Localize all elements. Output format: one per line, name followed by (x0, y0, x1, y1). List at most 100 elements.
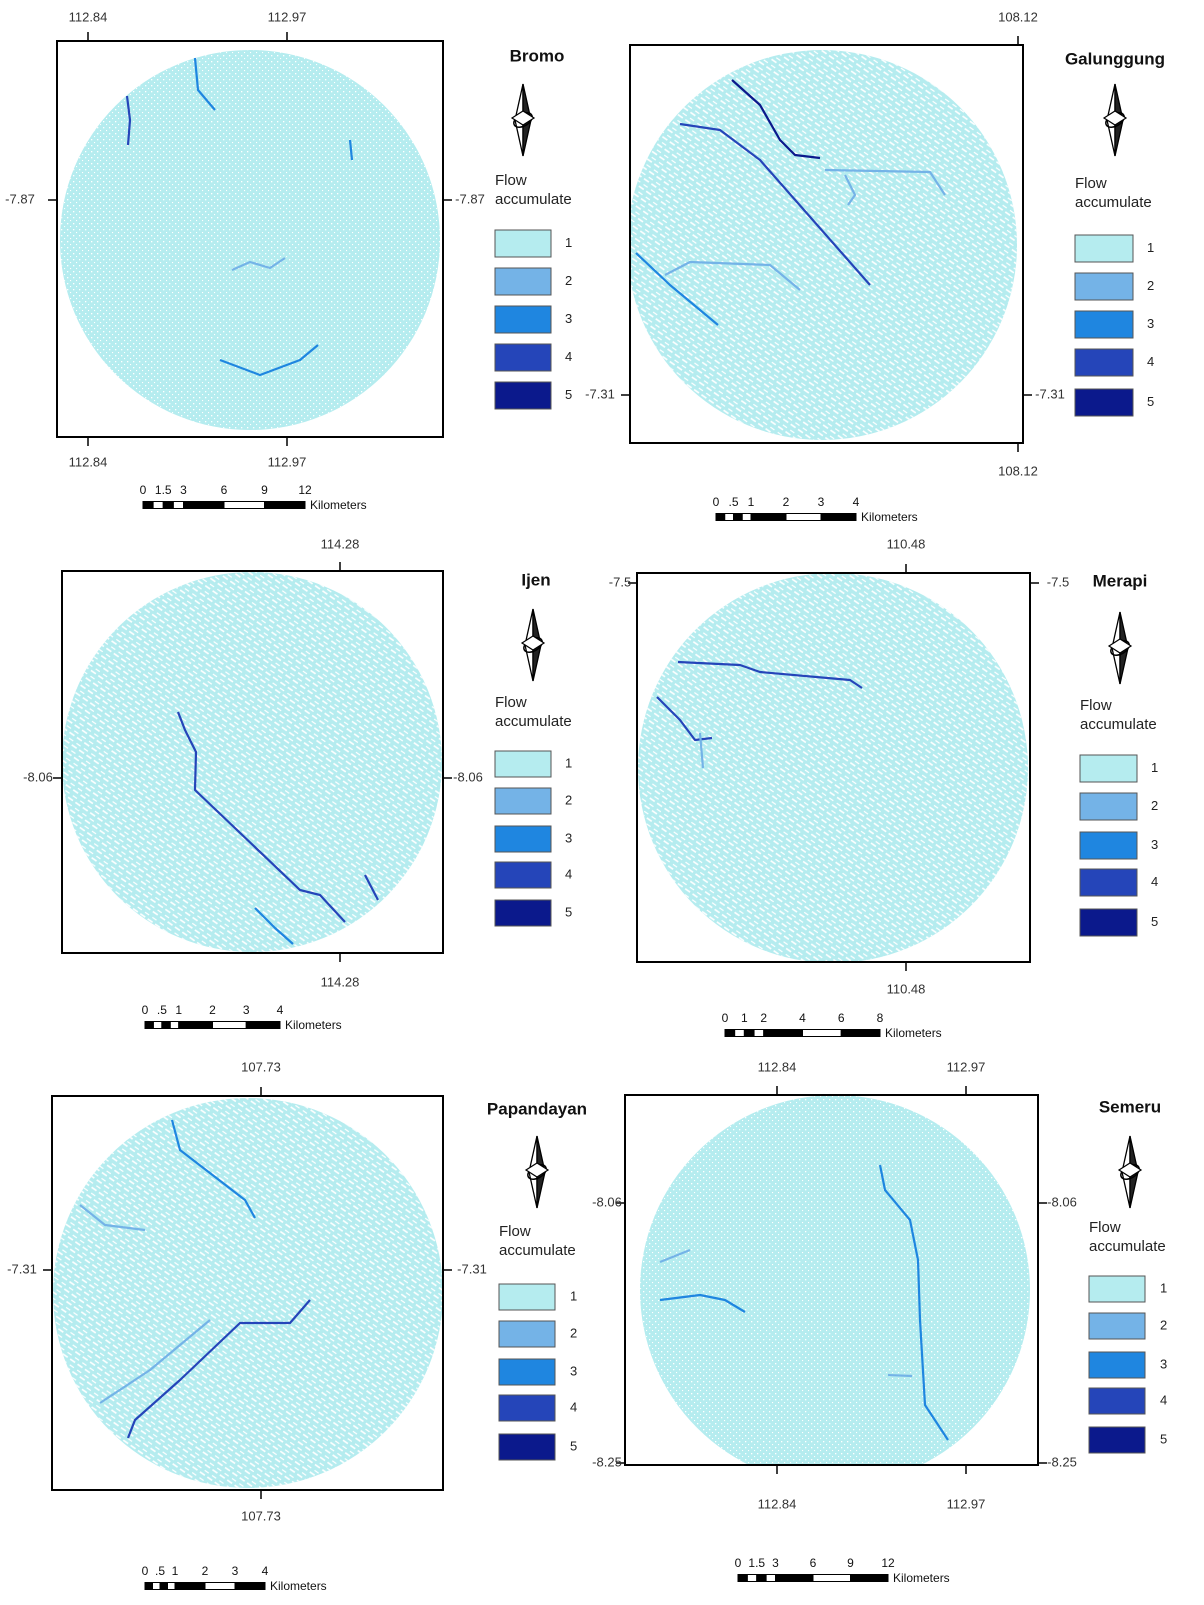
coord-label: 108.12 (998, 463, 1038, 478)
scale-unit: Kilometers (285, 1018, 342, 1032)
scale-segment (160, 1583, 168, 1590)
scale-segment (235, 1583, 265, 1590)
scale-label: 1.5 (155, 483, 172, 497)
coord-label: -7.5 (609, 574, 631, 589)
legend-label: 1 (1147, 240, 1154, 255)
scale-label: 4 (853, 495, 860, 509)
coord-label: -8.06 (23, 769, 53, 784)
legend-swatch (1080, 869, 1137, 896)
scale-label: 4 (799, 1011, 806, 1025)
legend-label: 3 (565, 311, 572, 326)
north-arrow (511, 84, 534, 156)
legend-label: 1 (565, 235, 572, 250)
legend-swatch (495, 268, 551, 295)
map-title: Ijen (521, 570, 550, 589)
scale-segment (735, 1030, 745, 1037)
legend-label: 2 (570, 1325, 577, 1340)
legend-label: 2 (1147, 278, 1154, 293)
coord-label: -7.31 (7, 1261, 37, 1276)
legend-swatch (1075, 389, 1133, 416)
map-title: Merapi (1093, 571, 1148, 590)
scale-segment (265, 502, 306, 509)
legend-swatch (495, 344, 551, 371)
scale-segment (145, 1583, 153, 1590)
scale-segment (725, 514, 734, 521)
scale-segment (757, 1575, 766, 1582)
coord-label: -7.31 (457, 1261, 487, 1276)
legend-label: 3 (565, 830, 572, 845)
legend-label: 5 (565, 387, 572, 402)
scale-label: 0 (140, 483, 147, 497)
legend-title-box: Flow accumulate (1075, 174, 1165, 218)
scale-unit: Kilometers (310, 498, 367, 512)
scale-label: 2 (202, 1564, 209, 1578)
scale-segment (764, 1030, 803, 1037)
scale-segment (716, 514, 725, 521)
coord-label: 108.12 (998, 9, 1038, 24)
dem-texture (627, 50, 1017, 440)
legend-swatch (495, 826, 551, 852)
legend-title: Flow accumulate (495, 171, 579, 209)
coord-label: 112.84 (758, 1059, 797, 1074)
coord-label: -7.5 (1047, 574, 1069, 589)
scale-segment (734, 514, 743, 521)
legend-swatch (495, 382, 551, 409)
legend-swatch (495, 862, 551, 888)
coord-label: 114.28 (321, 974, 360, 989)
scale-label: 2 (783, 495, 790, 509)
scale-segment (725, 1030, 735, 1037)
legend-label: 4 (1147, 354, 1154, 369)
legend-swatch (1080, 793, 1137, 820)
scale-unit: Kilometers (893, 1571, 950, 1585)
coord-label: -8.06 (592, 1194, 622, 1209)
scale-segment (213, 1022, 247, 1029)
scale-label: 6 (221, 483, 228, 497)
scale-segment (153, 502, 163, 509)
scale-label: 0 (713, 495, 720, 509)
scale-unit: Kilometers (885, 1026, 942, 1040)
legend-swatch (1089, 1427, 1145, 1453)
legend-title: Flow accumulate (1080, 696, 1164, 734)
legend-label: 5 (1147, 394, 1154, 409)
legend-label: 1 (1151, 760, 1158, 775)
scale-label: 1 (741, 1011, 748, 1025)
legend-label: 2 (1151, 798, 1158, 813)
coord-label: -8.06 (1047, 1194, 1077, 1209)
coord-label: 112.97 (947, 1496, 986, 1511)
scale-label: 0 (735, 1556, 742, 1570)
coord-label: -8.06 (453, 769, 483, 784)
legend-swatch (499, 1284, 555, 1310)
scale-segment (851, 1575, 889, 1582)
scale-segment (754, 1030, 764, 1037)
legend-swatch (499, 1395, 555, 1421)
legend-swatch (1089, 1313, 1145, 1339)
legend-title-box: Flow accumulate (1080, 696, 1170, 740)
legend-swatch (1080, 755, 1137, 782)
legend-title-box: Flow accumulate (495, 693, 585, 737)
map-body (627, 50, 1017, 440)
legend-label: 1 (565, 755, 572, 770)
legend-swatch (1080, 832, 1137, 859)
legend-swatch (1089, 1276, 1145, 1302)
scale-segment (821, 514, 856, 521)
scale-label: 2 (209, 1003, 216, 1017)
map-panel: 107.73107.73-7.31-7.31PapandayanFlow acc… (7, 1059, 589, 1593)
scale-segment (742, 514, 751, 521)
scale-label: 9 (847, 1556, 854, 1570)
scale-segment (153, 1583, 161, 1590)
legend-label: 4 (565, 866, 572, 881)
dem-texture (62, 572, 442, 952)
coord-label: -7.31 (585, 386, 615, 401)
scale-label: 3 (180, 483, 187, 497)
coord-label: 107.73 (241, 1059, 281, 1074)
legend-label: 4 (570, 1399, 577, 1414)
map-panel: 108.12108.12-7.31-7.31GalunggungFlow acc… (585, 9, 1165, 524)
map-title: Bromo (510, 46, 565, 65)
legend-swatch (1075, 349, 1133, 376)
scale-segment (813, 1575, 851, 1582)
legend-swatch (495, 900, 551, 926)
scale-label: 4 (262, 1564, 269, 1578)
scale-label: 0 (722, 1011, 729, 1025)
north-arrow (1118, 1136, 1141, 1208)
legend-swatch (1075, 273, 1133, 300)
